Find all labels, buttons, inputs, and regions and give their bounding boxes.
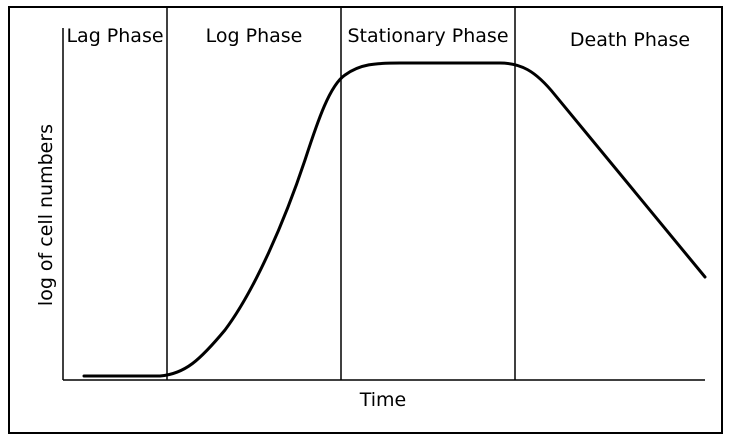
x-axis-label: Time bbox=[359, 389, 407, 411]
phase-label-stationary: Stationary Phase bbox=[347, 25, 508, 47]
growth-curve bbox=[82, 61, 707, 378]
y-axis-label: log of cell numbers bbox=[35, 124, 57, 306]
phase-label-log: Log Phase bbox=[206, 25, 303, 47]
diagram-frame bbox=[8, 6, 723, 434]
phase-label-death: Death Phase bbox=[570, 29, 690, 51]
phase-label-lag: Lag Phase bbox=[66, 25, 163, 47]
